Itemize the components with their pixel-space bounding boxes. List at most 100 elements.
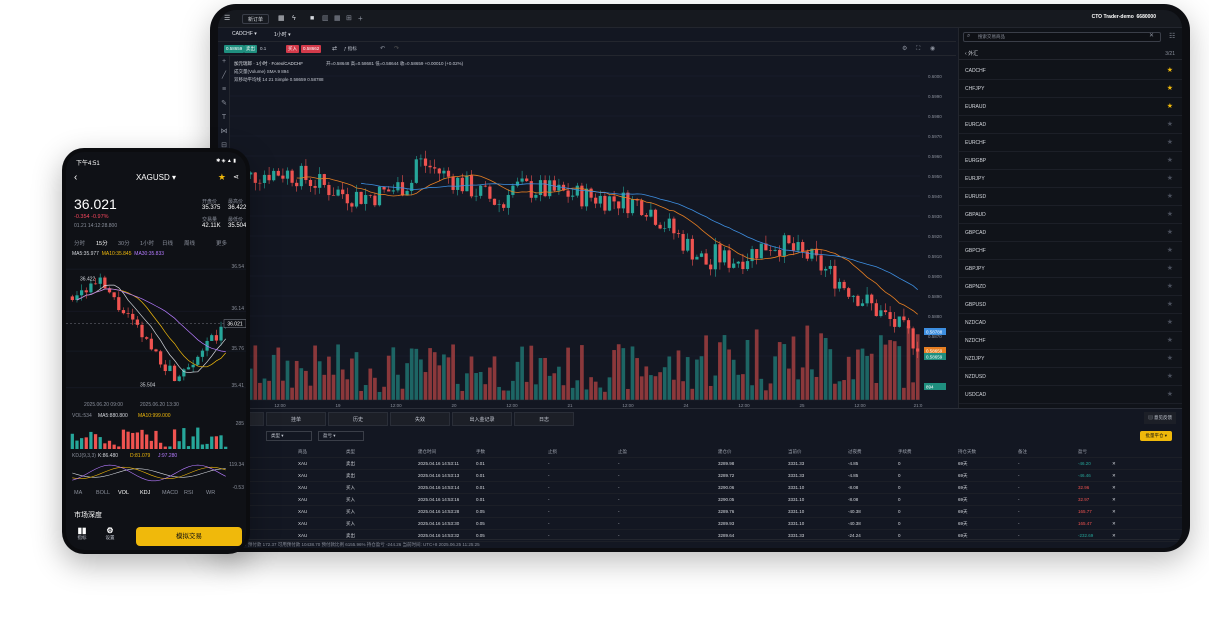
share-icon[interactable]: ⋖ <box>233 174 239 181</box>
star-icon[interactable]: ★ <box>1166 373 1173 380</box>
undo-icon[interactable]: ↶ <box>380 46 386 52</box>
star-icon[interactable]: ★ <box>1166 211 1173 218</box>
watchlist-item[interactable]: NZDUSD ★ <box>959 368 1182 386</box>
sell-button[interactable]: 卖出 <box>244 45 257 53</box>
watchlist-item[interactable]: GBPCHF ★ <box>959 242 1182 260</box>
watchlist-item[interactable]: EURAUD ★ <box>959 98 1182 116</box>
star-icon[interactable]: ★ <box>1166 337 1173 344</box>
settings-nav[interactable]: ⚙ 设置 <box>100 526 120 541</box>
star-icon[interactable]: ★ <box>1166 139 1173 146</box>
star-icon[interactable]: ★ <box>1166 391 1173 398</box>
demo-trade-button[interactable]: 模拟交易 <box>136 527 242 546</box>
indicator-tab[interactable]: RSI <box>184 490 194 496</box>
star-icon[interactable]: ★ <box>1166 265 1173 272</box>
indicator-tab[interactable]: MA <box>74 490 83 496</box>
indicator-tab[interactable]: MACD <box>162 490 179 496</box>
indicator-tab[interactable]: WR <box>206 490 216 496</box>
table-row[interactable]: XAU 卖出 2025.04.16 14:53:11 0.01 - - 3289.98 333… <box>218 458 1182 470</box>
table-row[interactable]: XAU 买入 2025.04.16 14:53:16 0.01 - - 3290.05 333… <box>218 494 1182 506</box>
star-icon[interactable]: ★ <box>1166 229 1173 236</box>
horizontal-lines-icon[interactable]: ≡ <box>221 86 227 93</box>
watchlist-item[interactable]: USDCAD ★ <box>959 386 1182 404</box>
text-icon[interactable]: T <box>221 114 227 121</box>
table-row[interactable]: XAU 卖出 2025.04.16 14:53:32 0.05 - - 3289.64 333… <box>218 530 1182 542</box>
split-layout-icon[interactable]: ▥ <box>322 15 329 22</box>
watchlist-item[interactable]: GBPUSD ★ <box>959 296 1182 314</box>
symbol-select[interactable]: XAGUSD ▾ <box>135 173 177 182</box>
star-icon[interactable]: ★ <box>1166 85 1173 92</box>
redo-icon[interactable]: ↷ <box>394 46 400 52</box>
feedback-button[interactable]: ▤ 意见反馈 <box>1144 412 1176 424</box>
indicator-tab[interactable]: KDJ <box>140 490 151 496</box>
star-icon[interactable]: ★ <box>1166 193 1173 200</box>
menu-icon[interactable]: ☰ <box>224 15 231 22</box>
measure-icon[interactable]: ⊟ <box>221 142 227 149</box>
close-position-icon[interactable]: ✕ <box>1112 473 1116 478</box>
star-icon[interactable]: ★ <box>1166 301 1173 308</box>
timeframe-select[interactable]: 1小时 ▾ <box>274 32 291 38</box>
watchlist-item[interactable]: EURGBP ★ <box>959 152 1182 170</box>
timeframe-tab[interactable]: 日线 <box>162 241 174 247</box>
tab-2[interactable]: 历史 <box>328 412 388 426</box>
settings-icon[interactable]: ⚙ <box>902 46 908 52</box>
tab-4[interactable]: 出入金记录 <box>452 412 512 426</box>
single-layout-icon[interactable]: ■ <box>310 15 315 22</box>
chart-symbol-select[interactable]: CADCHF ▾ <box>232 31 257 37</box>
table-row[interactable]: XAU 卖出 2025.04.16 14:53:13 0.01 - - 3289.72 333… <box>218 470 1182 482</box>
indicator-tab[interactable]: VOL <box>118 490 130 496</box>
add-icon[interactable]: + <box>358 14 363 23</box>
watchlist-item[interactable]: GBPJPY ★ <box>959 260 1182 278</box>
timeframe-tab[interactable]: 30分 <box>118 241 130 247</box>
timeframe-tab[interactable]: 分时 <box>74 241 86 247</box>
table-row[interactable]: XAU 买入 2025.04.16 14:53:14 0.01 - - 3290.06 333… <box>218 482 1182 494</box>
fullscreen-icon[interactable]: ⛶ <box>916 46 921 52</box>
pnl-filter[interactable]: 盈亏 ▾ <box>318 431 364 441</box>
indicator-tab[interactable]: BOLL <box>96 490 111 496</box>
watchlist-item[interactable]: CADCHF ★ <box>959 62 1182 80</box>
close-all-button[interactable]: 批量平仓 ▾ <box>1140 431 1172 441</box>
watchlist-item[interactable]: CHFJPY ★ <box>959 80 1182 98</box>
quad-layout-icon[interactable]: ⊞ <box>346 15 352 22</box>
star-icon[interactable]: ★ <box>1166 103 1173 110</box>
buy-button[interactable]: 买入 <box>286 45 299 53</box>
list-icon[interactable]: ☷ <box>1169 33 1176 40</box>
close-position-icon[interactable]: ✕ <box>1112 461 1116 466</box>
indicators-nav[interactable]: ▮▮ 指标 <box>72 526 92 541</box>
crosshair-icon[interactable]: + <box>221 58 227 65</box>
close-position-icon[interactable]: ✕ <box>1112 485 1116 490</box>
timeframe-tab[interactable]: 15分 <box>96 241 108 247</box>
indicators-button[interactable]: ƒ 指标 <box>344 46 357 51</box>
watchlist-item[interactable]: GBPCAD ★ <box>959 224 1182 242</box>
watchlist-item[interactable]: EURJPY ★ <box>959 170 1182 188</box>
phone-chart[interactable]: 36.54 36.14 35.76 35.41 36.422 35.504 36.021 20… <box>66 259 246 489</box>
pattern-icon[interactable]: ⋈ <box>220 128 228 135</box>
watchlist-group[interactable]: ‹ 外汇 3/21 <box>959 48 1182 60</box>
trendline-icon[interactable]: ╱ <box>221 72 227 79</box>
brush-icon[interactable]: ✎ <box>221 100 227 107</box>
price-chart[interactable]: 0.6000 0.5990 0.5980 0.5970 0.5960 0.5950 0.59… <box>230 70 956 408</box>
close-position-icon[interactable]: ✕ <box>1112 533 1116 538</box>
star-icon[interactable]: ★ <box>1166 121 1173 128</box>
tab-3[interactable]: 失效 <box>390 412 450 426</box>
close-position-icon[interactable]: ✕ <box>1112 521 1116 526</box>
star-icon[interactable]: ★ <box>1166 67 1173 74</box>
table-row[interactable]: XAU 买入 2025.04.16 14:53:30 0.05 - - 3289.93 333… <box>218 518 1182 530</box>
new-order-button[interactable]: 新订单 <box>242 14 270 24</box>
star-icon[interactable]: ★ <box>1166 247 1173 254</box>
account-name[interactable]: CTO Trader-demo 6680000 <box>1091 14 1156 20</box>
timeframe-tab[interactable]: 1小时 <box>140 241 155 247</box>
back-icon[interactable]: ‹ <box>74 172 78 183</box>
tab-5[interactable]: 日志 <box>514 412 574 426</box>
watchlist-item[interactable]: NZDCHF ★ <box>959 332 1182 350</box>
favorite-star-icon[interactable]: ★ <box>217 172 226 182</box>
star-icon[interactable]: ★ <box>1166 283 1173 290</box>
watchlist-item[interactable]: NZDCAD ★ <box>959 314 1182 332</box>
star-icon[interactable]: ★ <box>1166 157 1173 164</box>
grid-layout-icon[interactable]: ▦ <box>334 15 341 22</box>
type-filter[interactable]: 类型 ▾ <box>266 431 312 441</box>
sell-price[interactable]: 0.58659 <box>224 45 245 53</box>
table-row[interactable]: XAU 买入 2025.04.16 14:53:28 0.05 - - 3289.76 333… <box>218 506 1182 518</box>
clear-icon[interactable]: ✕ <box>1149 33 1155 39</box>
close-position-icon[interactable]: ✕ <box>1112 509 1116 514</box>
calendar-icon[interactable]: ▦ <box>278 15 285 22</box>
